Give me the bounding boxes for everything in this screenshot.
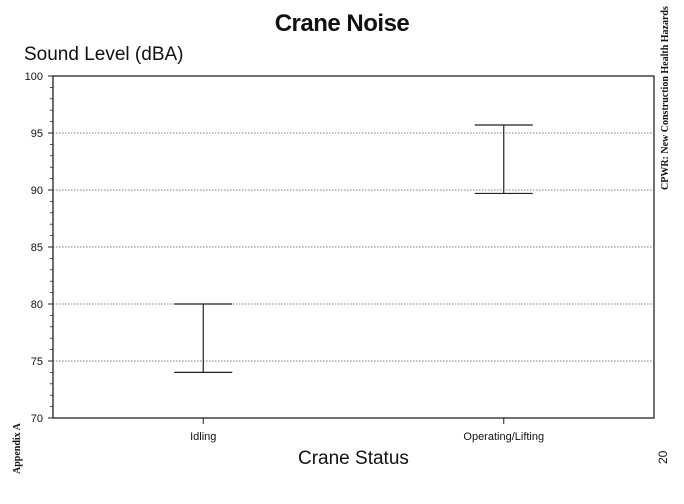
x-category-label: Operating/Lifting: [463, 431, 544, 443]
y-tick-label: 90: [31, 185, 43, 197]
side-note-right: CPWR: New Construction Health Hazards: [660, 6, 671, 190]
x-category-label: Idling: [190, 431, 216, 443]
y-tick-label: 75: [31, 356, 43, 368]
y-tick-label: 95: [31, 128, 43, 140]
side-note-left: Appendix A: [12, 423, 23, 474]
chart-title: Crane Noise: [274, 10, 410, 37]
y-tick-label: 100: [25, 71, 43, 83]
y-tick-label: 85: [31, 242, 43, 254]
y-tick-label: 80: [31, 299, 43, 311]
page-number: 20: [656, 450, 670, 464]
y-axis-label: Sound Level (dBA): [24, 44, 184, 65]
x-axis-label: Crane Status: [298, 448, 409, 469]
y-tick-label: 70: [31, 413, 43, 425]
